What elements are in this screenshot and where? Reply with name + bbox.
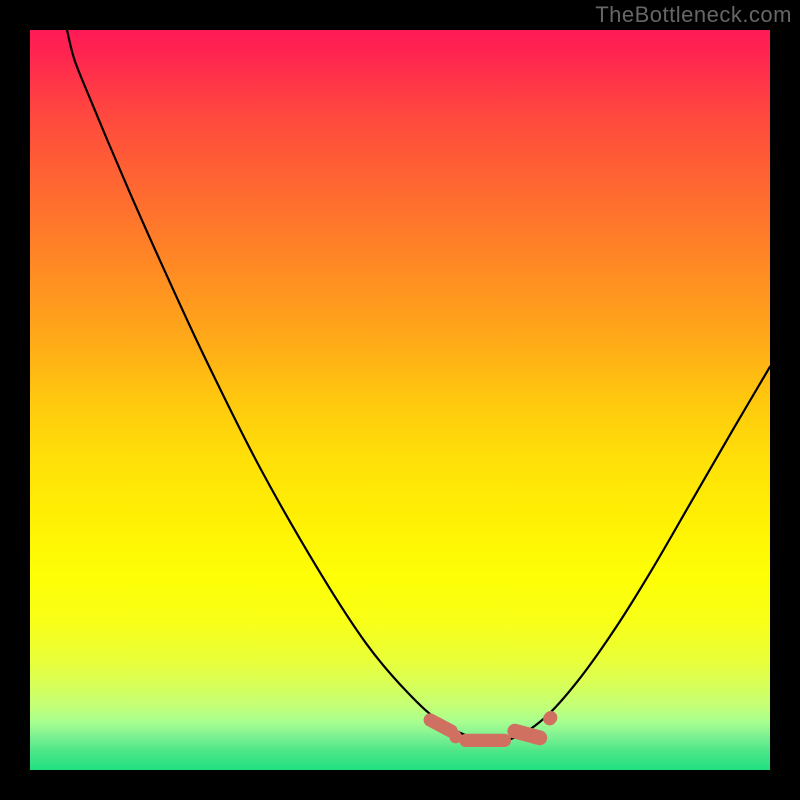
bottleneck-chart [0,0,800,800]
chart-container: TheBottleneck.com [0,0,800,800]
plot-background [30,30,770,770]
bottom-marker-2 [459,734,511,747]
watermark-text: TheBottleneck.com [595,2,792,28]
